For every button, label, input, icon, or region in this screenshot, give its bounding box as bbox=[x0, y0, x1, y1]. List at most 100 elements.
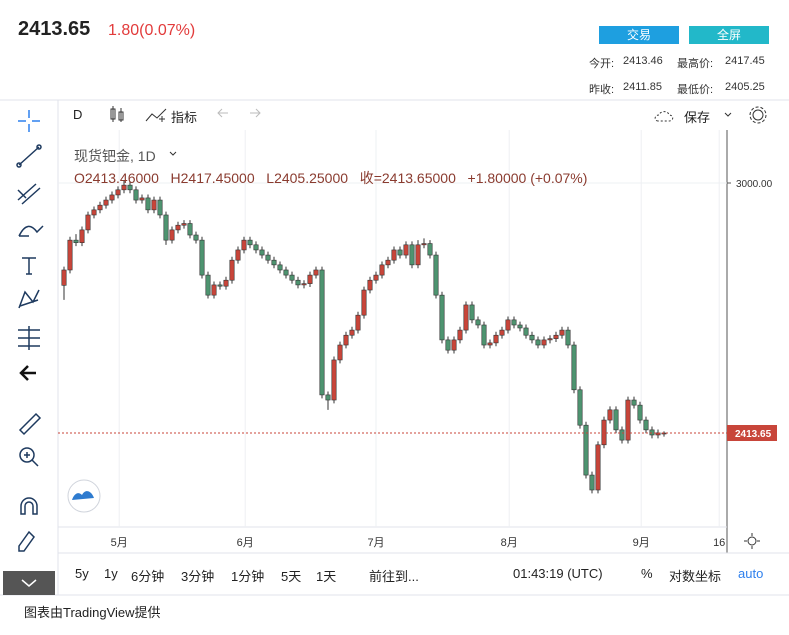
auto-button[interactable]: auto bbox=[738, 566, 764, 581]
stat-value: 2413.46 bbox=[623, 55, 663, 67]
candle-body bbox=[109, 194, 115, 201]
price: 2413.65 bbox=[18, 18, 91, 40]
x-tick-label: 6月 bbox=[237, 537, 254, 549]
footer: 图表由TradingView提供 bbox=[24, 605, 161, 620]
x-tick-label: 8月 bbox=[501, 537, 518, 549]
fullscreen-button[interactable]: 全屏 bbox=[689, 26, 769, 44]
candle-body bbox=[577, 389, 583, 426]
x-tick-label: 5月 bbox=[111, 537, 128, 549]
candle-body bbox=[97, 204, 103, 211]
candle-body bbox=[127, 184, 133, 191]
candle-body bbox=[469, 304, 475, 321]
goto-button[interactable]: 前往到... bbox=[369, 569, 419, 584]
collapse-button[interactable] bbox=[3, 571, 55, 595]
candle-body bbox=[325, 394, 331, 401]
x-tick-label: 7月 bbox=[367, 537, 384, 549]
candle-body bbox=[481, 324, 487, 346]
candle-body bbox=[421, 243, 427, 246]
candle-body bbox=[295, 279, 301, 286]
candle-body bbox=[235, 249, 241, 261]
stat-value: 2417.45 bbox=[725, 55, 765, 67]
candle-body bbox=[265, 254, 271, 261]
candle-body bbox=[625, 399, 631, 441]
candle-body bbox=[475, 319, 481, 326]
last-price-box bbox=[727, 425, 777, 442]
candle-body bbox=[511, 319, 517, 326]
stat-label: 最高价: bbox=[677, 58, 714, 70]
x-tick-label: 16 bbox=[713, 537, 725, 549]
range-button[interactable]: 5y bbox=[75, 566, 89, 581]
trade-button[interactable]: 交易 bbox=[599, 26, 679, 44]
candle-body bbox=[565, 329, 571, 346]
candle-body bbox=[379, 264, 385, 276]
candle-body bbox=[373, 274, 379, 281]
candle-body bbox=[637, 404, 643, 421]
candle-body bbox=[103, 199, 109, 206]
candle-body bbox=[553, 334, 559, 339]
candle-body bbox=[535, 339, 541, 346]
candle-body bbox=[415, 244, 421, 266]
price-change: 1.80(0.07%) bbox=[108, 22, 196, 39]
save[interactable]: 保存 bbox=[684, 110, 711, 125]
collapse-icon bbox=[21, 579, 37, 587]
last-price-label: 2413.65 bbox=[735, 429, 772, 440]
candle-body bbox=[439, 294, 445, 341]
toolbar-icons[interactable] bbox=[110, 106, 767, 549]
stat-label: 最低价: bbox=[677, 84, 714, 96]
percent-button[interactable]: % bbox=[641, 566, 653, 581]
low: L2405.25000 bbox=[266, 170, 349, 186]
log-button[interactable]: 对数坐标 bbox=[669, 569, 722, 584]
candle-body bbox=[73, 239, 79, 243]
candle-body bbox=[307, 274, 313, 284]
candle-body bbox=[217, 284, 223, 287]
candle-body bbox=[229, 259, 235, 281]
range-button[interactable]: 5天 bbox=[281, 569, 302, 584]
candle-body bbox=[61, 269, 67, 286]
indicators[interactable]: 指标 bbox=[171, 110, 198, 125]
candle-body bbox=[79, 229, 85, 243]
candle-body bbox=[487, 342, 493, 346]
range-button[interactable]: 1天 bbox=[316, 569, 337, 584]
candle-body bbox=[199, 239, 205, 276]
candle-body bbox=[391, 249, 397, 261]
candle-body bbox=[133, 189, 139, 201]
candle-body bbox=[589, 474, 595, 491]
candle-body bbox=[649, 429, 655, 436]
candle-body bbox=[121, 184, 127, 191]
candle-body bbox=[181, 223, 187, 226]
candle-body bbox=[547, 338, 553, 341]
stat-label: 今开: bbox=[589, 58, 615, 70]
interval[interactable]: D bbox=[73, 107, 83, 122]
range-button[interactable]: 1分钟 bbox=[231, 569, 265, 584]
candle-body bbox=[241, 239, 247, 251]
stat-label: 昨收: bbox=[589, 84, 615, 96]
candle-body bbox=[85, 214, 91, 231]
close: 收=2413.65000 bbox=[359, 170, 456, 186]
candle-body bbox=[331, 359, 337, 401]
candle-body bbox=[619, 429, 625, 441]
candle-body bbox=[211, 284, 217, 296]
clock: 01:43:19 (UTC) bbox=[513, 566, 603, 581]
range-button[interactable]: 3分钟 bbox=[181, 569, 215, 584]
toolbar-icons[interactable] bbox=[16, 110, 44, 552]
candle-body bbox=[91, 209, 97, 216]
candle-body bbox=[409, 244, 415, 266]
candle-body bbox=[253, 244, 259, 251]
candle-body bbox=[631, 399, 637, 406]
candle-body bbox=[313, 269, 319, 276]
candle-body bbox=[205, 274, 211, 296]
candle-body bbox=[385, 259, 391, 266]
candle-body bbox=[343, 334, 349, 346]
candle-body bbox=[247, 239, 253, 246]
candle-body bbox=[445, 339, 451, 351]
candle-body bbox=[451, 339, 457, 351]
range-button[interactable]: 1y bbox=[104, 566, 118, 581]
candle-body bbox=[355, 314, 361, 331]
candle-body bbox=[397, 249, 403, 256]
range-button[interactable]: 6分钟 bbox=[131, 569, 165, 584]
candle-body bbox=[571, 344, 577, 391]
stat-value: 2411.85 bbox=[623, 81, 662, 93]
open: O2413.46000 bbox=[74, 170, 159, 186]
candle-body bbox=[613, 409, 619, 431]
